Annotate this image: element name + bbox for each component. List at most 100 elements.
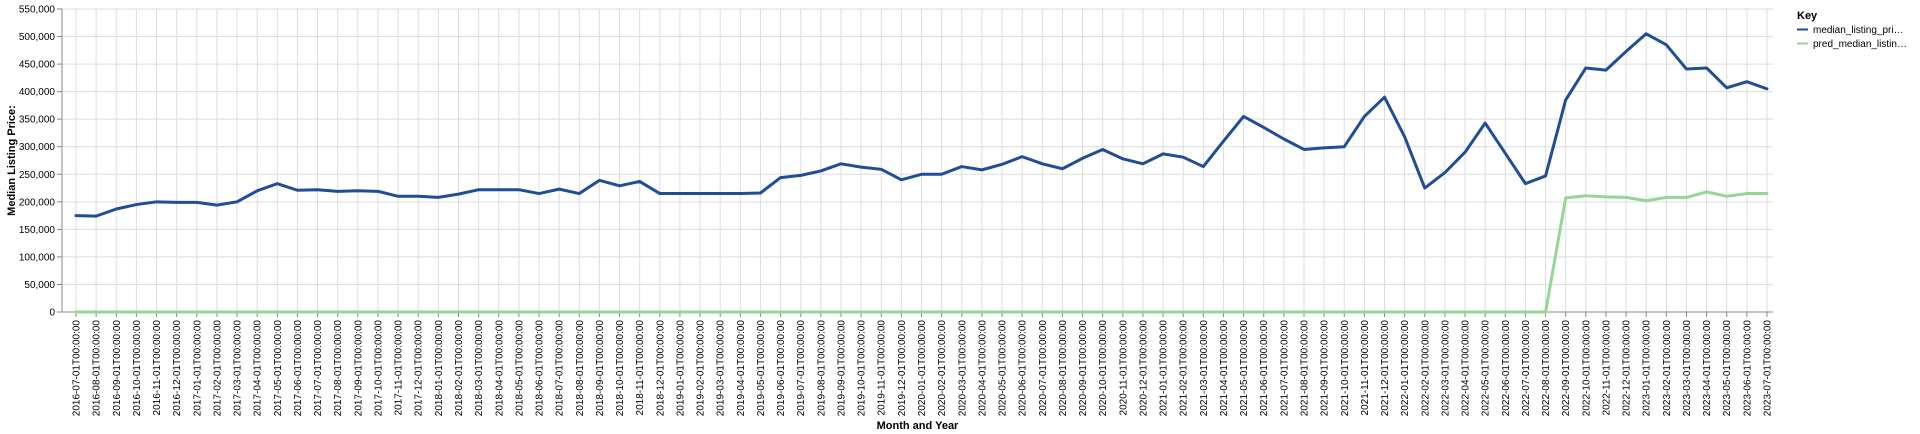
x-tick-label: 2022-12-01T00:00:00 xyxy=(1622,320,1633,417)
x-tick-label: 2018-07-01T00:00:00 xyxy=(555,320,566,417)
x-tick-label: 2023-03-01T00:00:00 xyxy=(1682,320,1693,417)
x-tick-label: 2023-02-01T00:00:00 xyxy=(1662,320,1673,417)
x-tick-label: 2018-02-01T00:00:00 xyxy=(454,320,465,417)
x-tick-label: 2021-01-01T00:00:00 xyxy=(1159,320,1170,417)
x-tick-label: 2020-07-01T00:00:00 xyxy=(1038,320,1049,417)
x-tick-label: 2017-03-01T00:00:00 xyxy=(233,320,244,417)
x-tick-label: 2019-08-01T00:00:00 xyxy=(816,320,827,417)
y-tick-label: 400,000 xyxy=(19,87,56,98)
x-axis-title: Month and Year xyxy=(877,420,959,432)
x-tick-label: 2022-09-01T00:00:00 xyxy=(1561,320,1572,417)
x-tick-label: 2020-04-01T00:00:00 xyxy=(977,320,988,417)
legend: Key median_listing_pri… pred_median_listi… xyxy=(1797,10,1907,50)
x-tick-label: 2020-03-01T00:00:00 xyxy=(957,320,968,417)
x-tick-label: 2018-09-01T00:00:00 xyxy=(595,320,606,417)
x-tick-label: 2022-02-01T00:00:00 xyxy=(1420,320,1431,417)
x-tick-label: 2021-09-01T00:00:00 xyxy=(1320,320,1331,417)
x-tick-label: 2016-09-01T00:00:00 xyxy=(112,320,123,417)
x-tick-label: 2021-04-01T00:00:00 xyxy=(1219,320,1230,417)
x-tick-label: 2020-09-01T00:00:00 xyxy=(1078,320,1089,417)
x-tick-label: 2022-06-01T00:00:00 xyxy=(1501,320,1512,417)
y-tick-label: 50,000 xyxy=(24,280,55,291)
x-tick-label: 2023-05-01T00:00:00 xyxy=(1722,320,1733,417)
x-tick-label: 2021-07-01T00:00:00 xyxy=(1279,320,1290,417)
x-tick-label: 2019-01-01T00:00:00 xyxy=(675,320,686,417)
x-tick-label: 2016-11-01T00:00:00 xyxy=(152,320,163,416)
x-tick-label: 2019-04-01T00:00:00 xyxy=(736,320,747,417)
x-tick-label: 2021-03-01T00:00:00 xyxy=(1199,320,1210,417)
x-tick-label: 2019-07-01T00:00:00 xyxy=(796,320,807,417)
x-tick-label: 2022-11-01T00:00:00 xyxy=(1601,320,1612,416)
y-tick-label: 100,000 xyxy=(19,252,56,263)
x-tick-label: 2017-10-01T00:00:00 xyxy=(373,320,384,417)
x-tick-label: 2022-04-01T00:00:00 xyxy=(1461,320,1472,417)
x-tick-label: 2021-06-01T00:00:00 xyxy=(1259,320,1270,417)
x-tick-label: 2019-05-01T00:00:00 xyxy=(756,320,767,417)
x-tick-label: 2018-01-01T00:00:00 xyxy=(434,320,445,417)
x-tick-label: 2023-07-01T00:00:00 xyxy=(1763,320,1774,417)
x-tick-label: 2019-12-01T00:00:00 xyxy=(897,320,908,417)
x-tick-label: 2021-05-01T00:00:00 xyxy=(1239,320,1250,417)
x-tick-label: 2016-10-01T00:00:00 xyxy=(132,320,143,417)
y-axis-title: Median Listing Price: xyxy=(6,105,18,216)
y-tick-label: 0 xyxy=(49,308,55,319)
series-lines xyxy=(74,32,1769,314)
x-tick-label: 2018-06-01T00:00:00 xyxy=(535,320,546,417)
y-tick-label: 450,000 xyxy=(19,60,56,71)
x-tick-label: 2018-08-01T00:00:00 xyxy=(575,320,586,417)
x-tick-label: 2019-02-01T00:00:00 xyxy=(696,320,707,417)
x-tick-label: 2020-11-01T00:00:00 xyxy=(1118,320,1129,416)
legend-label: pred_median_listin… xyxy=(1813,39,1907,50)
x-tick-label: 2019-11-01T00:00:00 xyxy=(877,320,888,416)
x-tick-label: 2022-07-01T00:00:00 xyxy=(1521,320,1532,417)
x-tick-label: 2016-12-01T00:00:00 xyxy=(172,320,183,417)
x-tick-label: 2017-01-01T00:00:00 xyxy=(192,320,203,417)
x-tick-label: 2018-12-01T00:00:00 xyxy=(655,320,666,417)
legend-title: Key xyxy=(1797,10,1818,22)
x-tick-label: 2017-12-01T00:00:00 xyxy=(414,320,425,417)
x-tick-label: 2023-06-01T00:00:00 xyxy=(1742,320,1753,417)
gridlines xyxy=(62,8,1773,313)
x-tick-label: 2017-04-01T00:00:00 xyxy=(253,320,264,417)
x-tick-label: 2020-12-01T00:00:00 xyxy=(1138,320,1149,417)
x-tick-label: 2017-09-01T00:00:00 xyxy=(353,320,364,417)
x-tick-label: 2018-11-01T00:00:00 xyxy=(635,320,646,416)
x-tick-label: 2017-08-01T00:00:00 xyxy=(333,320,344,417)
x-tick-label: 2019-03-01T00:00:00 xyxy=(716,320,727,417)
legend-label: median_listing_pri… xyxy=(1813,25,1904,36)
x-tick-label: 2020-01-01T00:00:00 xyxy=(917,320,928,417)
y-tick-label: 150,000 xyxy=(19,225,56,236)
x-tick-label: 2022-03-01T00:00:00 xyxy=(1440,320,1451,417)
y-tick-label: 250,000 xyxy=(19,170,56,181)
x-tick-label: 2022-08-01T00:00:00 xyxy=(1541,320,1552,417)
x-tick-label: 2019-10-01T00:00:00 xyxy=(857,320,868,417)
y-tick-label: 200,000 xyxy=(19,197,56,208)
x-tick-label: 2021-02-01T00:00:00 xyxy=(1179,320,1190,417)
x-tick-label: 2022-10-01T00:00:00 xyxy=(1581,320,1592,417)
x-tick-label: 2023-04-01T00:00:00 xyxy=(1702,320,1713,417)
x-tick-label: 2023-01-01T00:00:00 xyxy=(1642,320,1653,417)
y-tick-label: 300,000 xyxy=(19,142,56,153)
x-tick-label: 2020-08-01T00:00:00 xyxy=(1058,320,1069,417)
x-tick-label: 2018-04-01T00:00:00 xyxy=(494,320,505,417)
x-tick-label: 2016-08-01T00:00:00 xyxy=(92,320,103,417)
x-tick-label: 2021-08-01T00:00:00 xyxy=(1299,320,1310,417)
x-tick-label: 2019-06-01T00:00:00 xyxy=(776,320,787,417)
x-tick-label: 2017-11-01T00:00:00 xyxy=(394,320,405,416)
x-tick-label: 2018-10-01T00:00:00 xyxy=(615,320,626,417)
series-line-2 xyxy=(74,190,1769,314)
x-tick-label: 2020-10-01T00:00:00 xyxy=(1098,320,1109,417)
x-tick-label: 2020-05-01T00:00:00 xyxy=(998,320,1009,417)
x-tick-label: 2021-10-01T00:00:00 xyxy=(1340,320,1351,417)
x-tick-label: 2017-02-01T00:00:00 xyxy=(212,320,223,417)
x-tick-label: 2022-05-01T00:00:00 xyxy=(1481,320,1492,417)
x-tick-label: 2018-03-01T00:00:00 xyxy=(474,320,485,417)
x-tick-label: 2020-06-01T00:00:00 xyxy=(1018,320,1029,417)
x-tick-label: 2018-05-01T00:00:00 xyxy=(514,320,525,417)
y-tick-label: 350,000 xyxy=(19,115,56,126)
x-tick-label: 2022-01-01T00:00:00 xyxy=(1400,320,1411,417)
x-tick-label: 2017-07-01T00:00:00 xyxy=(313,320,324,417)
series-line-1 xyxy=(74,32,1769,218)
x-tick-label: 2020-02-01T00:00:00 xyxy=(937,320,948,417)
x-tick-label: 2016-07-01T00:00:00 xyxy=(72,320,83,417)
